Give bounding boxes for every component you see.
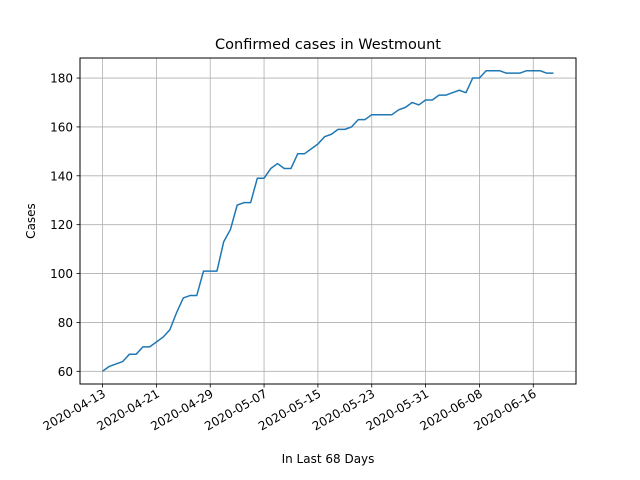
y-tick-label: 120 (50, 218, 73, 232)
chart-title: Confirmed cases in Westmount (215, 37, 441, 53)
y-tick-label: 60 (58, 365, 73, 379)
plot-frame (79, 57, 577, 385)
x-axis-label: In Last 68 Days (282, 452, 375, 466)
y-tick-label: 140 (50, 169, 73, 183)
grid-lines (80, 58, 576, 384)
series-line (102, 69, 554, 372)
y-axis: 60 80 100 120 140 160 180 (50, 72, 80, 379)
y-tick-label: 180 (50, 72, 73, 86)
y-tick-label: 80 (58, 316, 73, 330)
series-layer (102, 69, 554, 372)
y-axis-label: Cases (24, 203, 38, 239)
y-tick-label: 100 (50, 267, 73, 281)
y-tick-label: 160 (50, 120, 73, 134)
